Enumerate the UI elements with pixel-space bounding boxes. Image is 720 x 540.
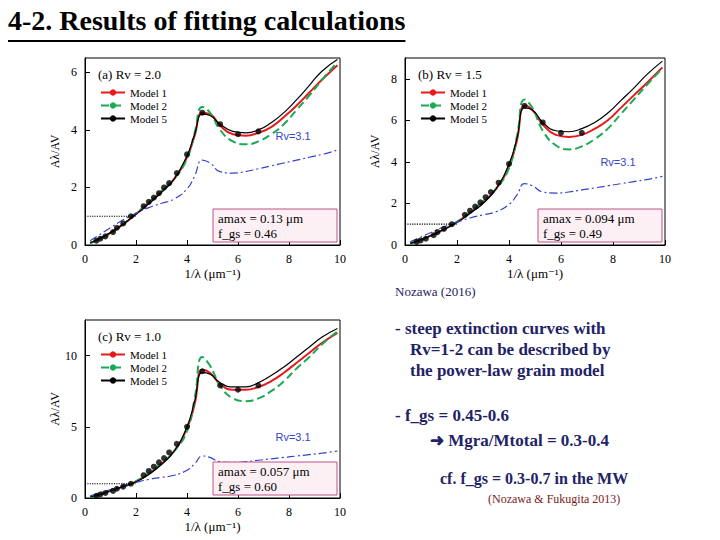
- svg-text:8: 8: [391, 72, 397, 86]
- svg-text:Model 2: Model 2: [450, 100, 487, 112]
- svg-text:(Nozawa & Fukugita 2013): (Nozawa & Fukugita 2013): [488, 492, 620, 506]
- svg-text:- steep extinction curves with: - steep extinction curves with: [395, 319, 606, 338]
- svg-text:2: 2: [454, 252, 460, 266]
- svg-text:- f_gs = 0.45-0.6: - f_gs = 0.45-0.6: [395, 406, 509, 425]
- svg-text:8: 8: [286, 505, 292, 519]
- svg-text:10: 10: [659, 252, 671, 266]
- svg-text:amax = 0.057 μm: amax = 0.057 μm: [218, 464, 310, 479]
- svg-text:(a) Rv = 2.0: (a) Rv = 2.0: [98, 67, 161, 82]
- svg-text:6: 6: [391, 113, 397, 127]
- svg-text:6: 6: [558, 252, 564, 266]
- svg-text:2: 2: [133, 505, 139, 519]
- svg-text:1/λ (μm⁻¹): 1/λ (μm⁻¹): [507, 266, 563, 281]
- svg-text:amax = 0.13 μm: amax = 0.13 μm: [218, 211, 303, 226]
- svg-text:(c) Rv = 1.0: (c) Rv = 1.0: [98, 329, 161, 344]
- svg-text:Model 5: Model 5: [130, 113, 167, 125]
- svg-text:Model 1: Model 1: [130, 349, 167, 361]
- svg-text:0: 0: [402, 252, 408, 266]
- svg-text:5: 5: [71, 420, 77, 434]
- svg-text:amax = 0.094 μm: amax = 0.094 μm: [543, 211, 635, 226]
- svg-text:Model 5: Model 5: [130, 375, 167, 387]
- svg-text:➜ Mgra/Mtotal = 0.3-0.4: ➜ Mgra/Mtotal = 0.3-0.4: [430, 431, 610, 450]
- svg-text:Aλ/AV: Aλ/AV: [48, 134, 62, 168]
- svg-text:0: 0: [82, 505, 88, 519]
- svg-text:10: 10: [334, 505, 346, 519]
- svg-text:Aλ/AV: Aλ/AV: [368, 134, 382, 168]
- svg-text:(b) Rv = 1.5: (b) Rv = 1.5: [418, 67, 482, 82]
- svg-text:2: 2: [391, 196, 397, 210]
- svg-text:2: 2: [71, 180, 77, 194]
- svg-text:Rv=3.1: Rv=3.1: [600, 156, 635, 168]
- svg-text:4: 4: [184, 505, 190, 519]
- svg-text:1/λ (μm⁻¹): 1/λ (μm⁻¹): [184, 519, 240, 534]
- svg-text:2: 2: [133, 252, 139, 266]
- svg-text:8: 8: [286, 252, 292, 266]
- svg-text:cf. f_gs = 0.3-0.7 in the MW: cf. f_gs = 0.3-0.7 in the MW: [440, 470, 628, 488]
- svg-text:0: 0: [71, 491, 77, 505]
- svg-text:f_gs = 0.60: f_gs = 0.60: [218, 479, 277, 494]
- svg-text:Rv=3.1: Rv=3.1: [275, 130, 310, 142]
- svg-text:4-2. Results of fitting calcul: 4-2. Results of fitting calculations: [8, 5, 406, 36]
- svg-text:f_gs = 0.49: f_gs = 0.49: [543, 226, 602, 241]
- svg-text:the power-law grain model: the power-law grain model: [410, 361, 605, 380]
- svg-text:Model 2: Model 2: [130, 362, 167, 374]
- svg-text:Model 1: Model 1: [450, 87, 487, 99]
- svg-text:Model 1: Model 1: [130, 87, 167, 99]
- svg-text:8: 8: [610, 252, 616, 266]
- svg-text:6: 6: [235, 505, 241, 519]
- svg-text:Nozawa (2016): Nozawa (2016): [395, 284, 476, 299]
- svg-text:10: 10: [65, 349, 77, 363]
- svg-text:10: 10: [334, 252, 346, 266]
- svg-text:0: 0: [391, 238, 397, 252]
- svg-text:0: 0: [71, 238, 77, 252]
- svg-text:f_gs = 0.46: f_gs = 0.46: [218, 226, 277, 241]
- svg-text:Rv=1-2 can be described by: Rv=1-2 can be described by: [410, 340, 611, 359]
- svg-text:1/λ (μm⁻¹): 1/λ (μm⁻¹): [184, 266, 240, 281]
- svg-text:0: 0: [82, 252, 88, 266]
- svg-text:6: 6: [71, 65, 77, 79]
- svg-text:4: 4: [506, 252, 512, 266]
- svg-text:4: 4: [391, 155, 397, 169]
- svg-text:6: 6: [235, 252, 241, 266]
- svg-text:4: 4: [184, 252, 190, 266]
- svg-text:Model 5: Model 5: [450, 113, 487, 125]
- svg-text:Model 2: Model 2: [130, 100, 167, 112]
- svg-text:Aλ/AV: Aλ/AV: [48, 392, 62, 426]
- svg-text:Rv=3.1: Rv=3.1: [275, 431, 310, 443]
- svg-text:4: 4: [71, 123, 77, 137]
